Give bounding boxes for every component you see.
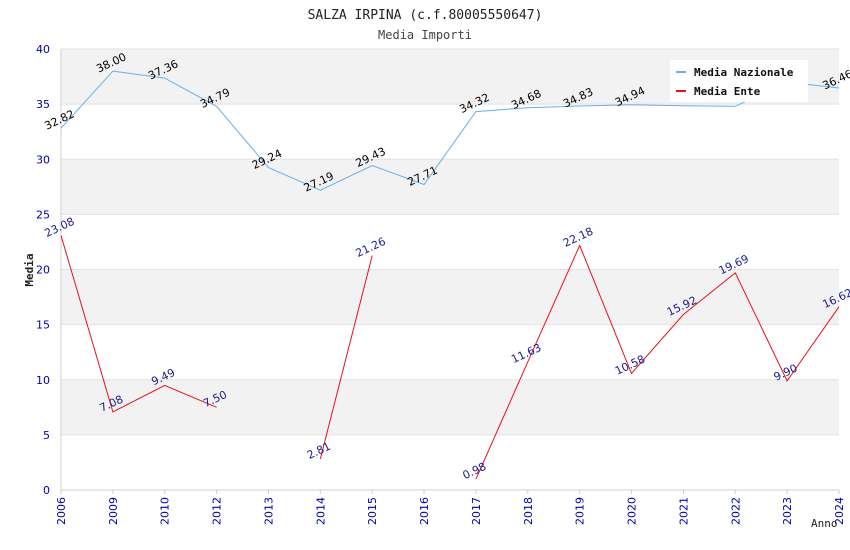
series-group bbox=[60, 70, 840, 480]
grid-band bbox=[61, 269, 839, 325]
legend-label: Media Ente bbox=[694, 85, 761, 98]
legend-box bbox=[670, 60, 808, 102]
chart-title: SALZA IRPINA (c.f.80005550647) bbox=[308, 8, 543, 23]
legend-label: Media Nazionale bbox=[694, 66, 794, 79]
x-tick-label: 2024 bbox=[833, 497, 846, 525]
x-tick-label: 2012 bbox=[211, 497, 224, 525]
y-axis-label: Media bbox=[23, 253, 36, 286]
x-axis-label: Anno bbox=[811, 517, 838, 530]
series-line-1 bbox=[319, 255, 373, 460]
series-line-0 bbox=[60, 70, 840, 191]
y-tick-label: 5 bbox=[43, 429, 50, 442]
x-tick-label: 2014 bbox=[314, 497, 327, 525]
x-tick-label: 2009 bbox=[107, 497, 120, 525]
chart-subtitle: Media Importi bbox=[378, 28, 472, 42]
x-tick-label: 2023 bbox=[781, 497, 794, 525]
grid-bands bbox=[61, 49, 839, 435]
grid-band bbox=[61, 159, 839, 215]
x-tick-label: 2010 bbox=[159, 497, 172, 525]
x-tick-label: 2017 bbox=[470, 497, 483, 525]
series-line-1 bbox=[475, 244, 840, 480]
grid-band bbox=[61, 379, 839, 435]
y-tick-label: 40 bbox=[36, 43, 50, 56]
y-tick-label: 25 bbox=[36, 208, 50, 221]
y-tick-label: 20 bbox=[36, 264, 50, 277]
y-tick-label: 15 bbox=[36, 319, 50, 332]
legend: Media Nazionale Media Ente bbox=[670, 60, 808, 102]
x-tick-label: 2013 bbox=[262, 497, 275, 525]
x-tick-label: 2018 bbox=[522, 497, 535, 525]
grid-lines bbox=[61, 48, 839, 491]
series-line-1 bbox=[60, 235, 217, 413]
x-tick-label: 2006 bbox=[55, 497, 68, 525]
x-tick-label: 2016 bbox=[418, 497, 431, 525]
axes: 0 5 10 15 20 25 30 35 40 2006 2009 2010 2012 2013 2014… bbox=[36, 43, 846, 525]
x-tick-label: 2022 bbox=[729, 497, 742, 525]
x-tick-label: 2015 bbox=[366, 497, 379, 525]
x-tick-label: 2021 bbox=[677, 497, 690, 525]
y-tick-label: 10 bbox=[36, 374, 50, 387]
x-tick-label: 2020 bbox=[626, 497, 639, 525]
y-tick-label: 0 bbox=[43, 484, 50, 497]
x-tick-label: 2019 bbox=[574, 497, 587, 525]
y-tick-label: 35 bbox=[36, 98, 50, 111]
y-tick-label: 30 bbox=[36, 153, 50, 166]
